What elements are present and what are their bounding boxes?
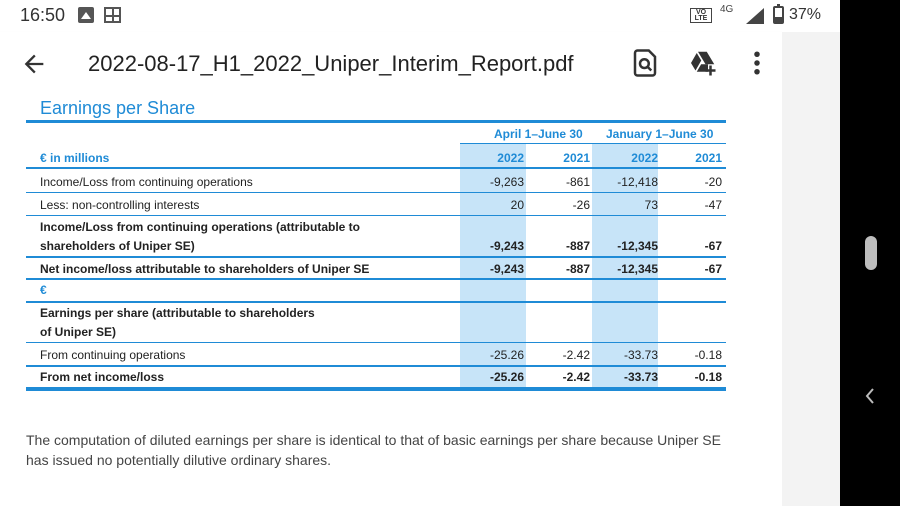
value-cell: -2.42 [562,370,590,384]
value-cell: -9,263 [489,175,524,189]
value-cell: -0.18 [694,370,722,384]
status-bar: 16:50 VO LTE 4G 37% [0,0,840,32]
value-cell: -861 [565,175,590,189]
row-label: Income/Loss from continuing operations (… [40,220,361,234]
value-cell: -12,345 [617,239,658,253]
gallery-notification-icon [78,7,94,23]
row-label: Less: non-controlling interests [40,198,200,212]
value-cell: -0.18 [694,348,722,362]
status-time: 16:50 [20,5,66,25]
table-rule [26,167,726,169]
section-heading: Earnings per Share [40,98,196,118]
currency-label: € [40,283,47,297]
value-cell: -887 [565,239,590,253]
signal-strength-icon [746,8,764,24]
battery-percent: 37% [789,6,822,23]
row-label: Net income/loss attributable to sharehol… [40,262,370,276]
value-cell: -2.42 [562,348,590,362]
value-cell: -20 [704,175,722,189]
value-cell: -887 [565,262,590,276]
row-label-continued: of Uniper SE) [40,325,117,339]
highlight-column-h1-2022 [592,144,658,388]
table-rule [26,301,726,303]
footnote: The computation of diluted earnings per … [26,432,721,468]
value-cell: -9,243 [489,239,524,253]
value-cell: 20 [510,198,524,212]
back-arrow-icon[interactable] [20,50,48,78]
row-label: Earnings per share (attributable to shar… [40,306,315,320]
find-in-document-icon[interactable] [630,48,660,78]
app-bar: 2022-08-17_H1_2022_Uniper_Interim_Report… [0,32,782,96]
more-options-icon[interactable] [742,48,772,78]
header-rule-h1 [592,143,726,144]
header-january-june: January 1–June 30 [606,127,714,141]
year-cell: 2022 [631,151,658,165]
value-cell: -33.73 [623,348,658,362]
value-cell: -33.73 [623,370,658,384]
value-cell: -26 [572,198,590,212]
year-cell: 2022 [497,151,524,165]
value-cell: -67 [704,239,722,253]
heading-rule [26,120,726,123]
table-bottom-rule [26,387,726,391]
value-cell: -25.26 [489,370,524,384]
table-rule [26,192,726,193]
header-rule-q2 [460,143,592,144]
pdf-page[interactable]: Earnings per Share April 1–June 30 Janua… [0,96,782,506]
unit-label: € in millions [40,151,110,165]
table-rule [26,342,726,343]
row-label: Income/Loss from continuing operations [40,175,253,189]
page-margin [782,32,840,506]
network-type-label: 4G [720,4,734,15]
value-cell: -9,243 [489,262,524,276]
volte-icon: VO LTE [690,8,712,23]
value-cell: -25.26 [489,348,524,362]
value-cell: 73 [644,198,658,212]
table-rule [26,215,726,216]
fast-scroll-handle[interactable] [865,236,877,270]
year-cell: 2021 [563,151,590,165]
table-rule [26,278,726,280]
row-label: From continuing operations [40,348,186,362]
table-rule [26,256,726,258]
row-label-continued: shareholders of Uniper SE) [40,239,195,253]
chevron-left-icon[interactable] [862,386,878,406]
phone-screen: 16:50 VO LTE 4G 37% 2022-08-17_H1_2022_U… [0,0,840,506]
table-rule [26,365,726,367]
battery-icon [773,4,784,24]
value-cell: -67 [704,262,722,276]
value-cell: -12,418 [617,175,658,189]
row-label: From net income/loss [40,370,165,384]
add-to-drive-icon[interactable] [688,48,718,78]
header-april-june: April 1–June 30 [494,127,583,141]
value-cell: -47 [704,198,722,212]
year-cell: 2021 [695,151,722,165]
highlight-column-q2-2022 [460,144,526,388]
document-title: 2022-08-17_H1_2022_Uniper_Interim_Report… [88,51,574,76]
value-cell: -12,345 [617,262,658,276]
app-notification-icon [104,7,121,23]
